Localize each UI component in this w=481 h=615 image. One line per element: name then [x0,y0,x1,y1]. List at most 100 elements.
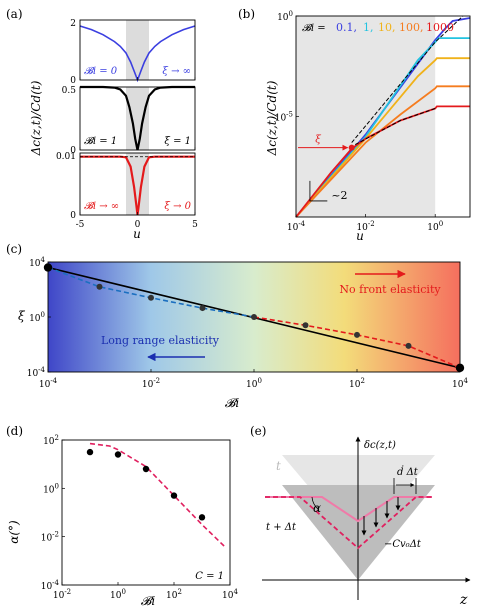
x-tick-label: 10-2 [142,377,160,390]
y-tick-label: 0 [70,211,76,221]
long-range-elasticity-label: Long range elasticity [101,334,220,347]
data-point [198,514,206,521]
c-annotation: C = 1 [195,571,224,582]
legend-entry: 0.1, [336,21,357,34]
panel-d-ylabel: α(°) [7,520,21,544]
panel-e: (e) z δc(z,t) ḋ Δt α t t + Δt −Cv₀Δt [250,424,471,608]
y-tick-label: 10-4 [41,579,60,592]
no-front-elasticity-label: No front elasticity [339,283,441,296]
y-tick-label: 10-4 [27,366,46,379]
x-tick-label: 10-4 [39,377,58,390]
xi-label: ξ [315,135,321,146]
plot-frame [61,439,231,586]
t-dt-label: t + Δt [266,522,297,533]
panel-e-ylabel: δc(z,t) [364,440,396,451]
ddt-label: ḋ Δt [397,466,419,478]
series-curve [295,57,470,218]
panel-d-xlabel: 𝓑i [141,594,156,608]
case-label: 𝓑i = 0 [84,66,118,77]
panel-d-label: (d) [6,424,23,438]
case-label: 𝓑i = 1 [84,136,117,147]
shaded-band [126,87,149,150]
xi-label: ξ → 0 [164,201,191,212]
panel-a-xlabel: u [133,227,141,241]
y-tick-label: 0.01 [56,152,76,162]
profile-t [265,496,432,523]
x-tick-label: 102 [166,588,182,601]
slope-label: ~2 [331,189,347,202]
data-point [170,492,178,499]
y-tick-label: 0 [70,146,76,156]
x-tick-label: 10-2 [53,588,71,601]
xi-label: ξ → ∞ [162,66,191,77]
data-point [148,294,154,301]
legend-entry: 1000 [426,21,454,34]
data-point [302,322,309,329]
panel-d: (d) α(°) 𝓑i 10-2 100 102 10410210010-210-4C… [6,424,238,608]
alpha-label: α [313,501,321,515]
y-tick-label: 10-5 [275,111,293,124]
y-tick-label: 0.5 [62,86,77,96]
series-curve [295,85,470,218]
y-tick-label: 0 [70,76,76,86]
t-label: t [276,459,281,473]
series-curve [295,37,470,218]
panel-c: (c) ξ 𝓑i 10-4 10-2 100 102 104 104 100 10-4 No f… [6,242,468,410]
case-label: 𝓑i → ∞ [84,201,119,212]
x-tick-label: 104 [452,377,468,390]
data-point [405,342,412,349]
xi-point [348,144,355,151]
y-tick-label: 104 [29,256,45,269]
panel-b-label: (b) [238,7,255,21]
xi-label: ξ = 1 [164,136,191,147]
x-tick-label: 100 [246,377,262,390]
panel-c-ylabel: ξ [18,309,26,323]
profile-t-dt [265,496,432,550]
panel-c-label: (c) [6,242,22,256]
x-tick-label: 0 [135,220,141,230]
slope-triangle [309,180,328,202]
data-point [114,451,122,458]
shaded-band [126,20,149,80]
data-point [251,314,257,320]
legend-entry: 1, [363,21,374,34]
data-point [86,448,94,456]
x-tick-label: 100 [110,588,126,601]
y-tick-label: 100 [29,311,45,324]
asymptote-dashed-lower [354,108,436,146]
model-dashed-curve [89,442,225,547]
y-tick-label: 100 [277,10,293,23]
alpha-arc [311,496,319,510]
x-tick-label: -5 [76,220,85,230]
data-point [199,305,206,312]
panel-b-plot: ~2 ξ 10-4 10-2 100 100 10-5 𝓑i = 0.1, 1, 10, 100, 1… [275,10,471,233]
legend-entry: 10, [378,21,396,34]
legend-entry: 100, [399,21,424,34]
data-point [354,331,360,338]
y-tick-label: 2 [70,19,76,29]
panel-c-plot: 10-4 10-2 100 102 104 104 100 10-4 No front elas… [27,256,469,390]
panel-b-xlabel: u [356,229,364,243]
panel-a-ylabel: Δc(z,t)/Cd(t) [29,80,43,156]
x-tick-label: 102 [349,377,365,390]
panel-e-label: (e) [250,424,266,438]
panel-e-xlabel: z [459,592,468,608]
legend-prefix: 𝓑i = [302,23,326,34]
y-tick-label: 100 [43,482,59,495]
x-tick-label: 104 [222,588,238,601]
data-point [142,465,150,473]
panel-a-label: (a) [6,7,23,21]
data-point [96,283,103,290]
x-tick-label: 10-4 [287,220,306,233]
y-tick-label: 10-2 [41,531,59,544]
panel-c-xlabel: 𝓑i [225,396,240,410]
asymptote-dashed-upper [351,15,464,143]
x-tick-label: 5 [192,220,198,230]
panel-b-ylabel: Δc(z,t)/Cd(t) [265,80,279,156]
cvo-label: −Cv₀Δt [384,539,422,550]
x-tick-label: 100 [427,220,443,233]
